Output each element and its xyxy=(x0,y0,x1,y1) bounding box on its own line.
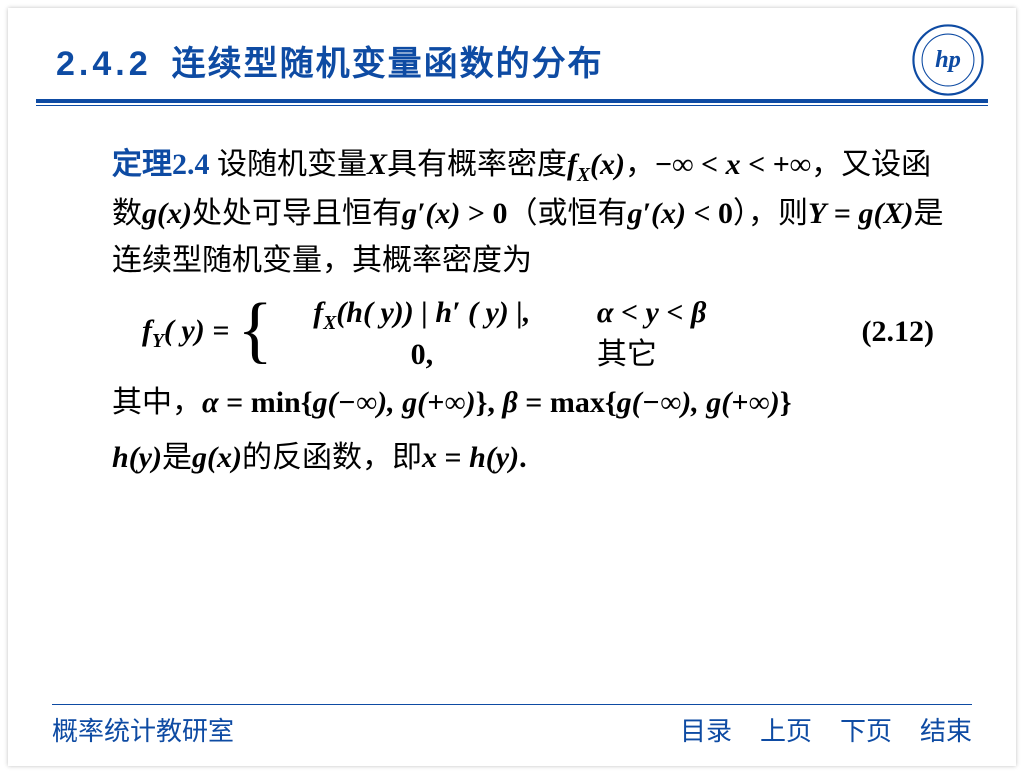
section-number: 2.4.2 xyxy=(56,45,152,83)
nav-toc[interactable]: 目录 xyxy=(680,711,732,748)
equation-number: (2.12) xyxy=(862,309,944,356)
footer-org: 概率统计教研室 xyxy=(52,711,680,748)
equation-lhs: fY( y) = xyxy=(142,308,229,357)
svg-text:hp: hp xyxy=(935,46,961,73)
university-logo-icon: hp xyxy=(912,24,984,96)
slide: 2.4.2 连续型随机变量函数的分布 hp 定理2.4 设随机变量X具有概率密度f… xyxy=(8,8,1016,766)
header-rule-thick xyxy=(36,99,988,103)
nav-prev[interactable]: 上页 xyxy=(760,711,812,748)
footer: 概率统计教研室 目录 上页 下页 结束 xyxy=(8,704,1016,748)
theorem-label: 定理2.4 xyxy=(112,148,210,181)
content: 定理2.4 设随机变量X具有概率密度fX(x)，−∞ < x < +∞，又设函数… xyxy=(8,106,1016,481)
equation-block: fY( y) = { fX(h( y)) | h′ ( y) |, α < y … xyxy=(142,290,944,374)
section-title: 2.4.2 连续型随机变量函数的分布 xyxy=(56,36,968,85)
trailer-line-2: h(y)是g(x)的反函数，即x = h(y). xyxy=(112,435,944,482)
nav-next[interactable]: 下页 xyxy=(840,711,892,748)
footer-rule xyxy=(52,704,972,705)
equation-cases: fX(h( y)) | h′ ( y) |, α < y < β 0, 其它 xyxy=(277,290,767,374)
nav-end[interactable]: 结束 xyxy=(920,711,972,748)
brace-icon: { xyxy=(237,293,273,367)
header: 2.4.2 连续型随机变量函数的分布 hp xyxy=(8,8,1016,85)
theorem-paragraph: 定理2.4 设随机变量X具有概率密度fX(x)，−∞ < x < +∞，又设函数… xyxy=(112,142,944,284)
section-title-text: 连续型随机变量函数的分布 xyxy=(172,45,604,83)
trailer-line-1: 其中，α = min{g(−∞), g(+∞)}, β = max{g(−∞),… xyxy=(112,380,944,427)
nav-links: 目录 上页 下页 结束 xyxy=(680,711,972,748)
